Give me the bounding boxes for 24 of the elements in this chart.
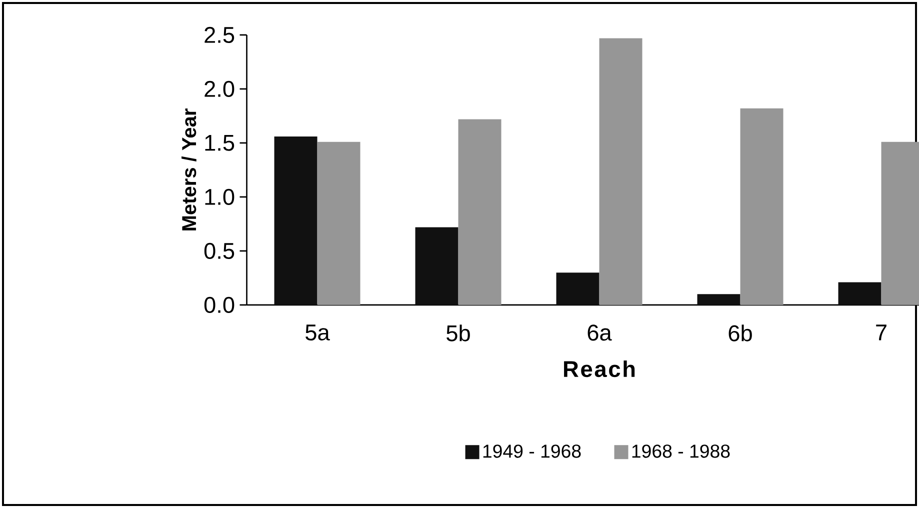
bar <box>274 136 318 305</box>
x-tick-label: 6b <box>728 324 752 342</box>
bar <box>415 227 458 305</box>
bar <box>317 142 360 305</box>
bar <box>740 108 784 305</box>
legend-label: 1968 - 1988 <box>632 444 730 458</box>
legend-label: 1949 - 1968 <box>483 444 581 458</box>
x-tick-label: 5b <box>446 324 470 342</box>
bar <box>697 294 740 305</box>
bar <box>458 119 502 305</box>
y-tick-label: 1.5 <box>205 135 234 151</box>
y-tick-label: 2.0 <box>204 80 234 97</box>
x-axis-title: Reach <box>564 360 635 378</box>
y-tick-label: 0.5 <box>204 242 234 259</box>
bar <box>838 282 882 305</box>
x-tick-label: 7 <box>876 324 886 340</box>
y-axis-title: Meters / Year <box>181 108 196 230</box>
x-tick-label: 6a <box>588 324 612 341</box>
bar <box>556 272 600 305</box>
y-tick-label: 0.0 <box>204 296 234 313</box>
y-tick-label: 2.5 <box>204 26 234 43</box>
x-tick-label: 5a <box>306 324 330 340</box>
bar <box>599 38 642 305</box>
y-tick-label: 1.0 <box>205 188 234 205</box>
